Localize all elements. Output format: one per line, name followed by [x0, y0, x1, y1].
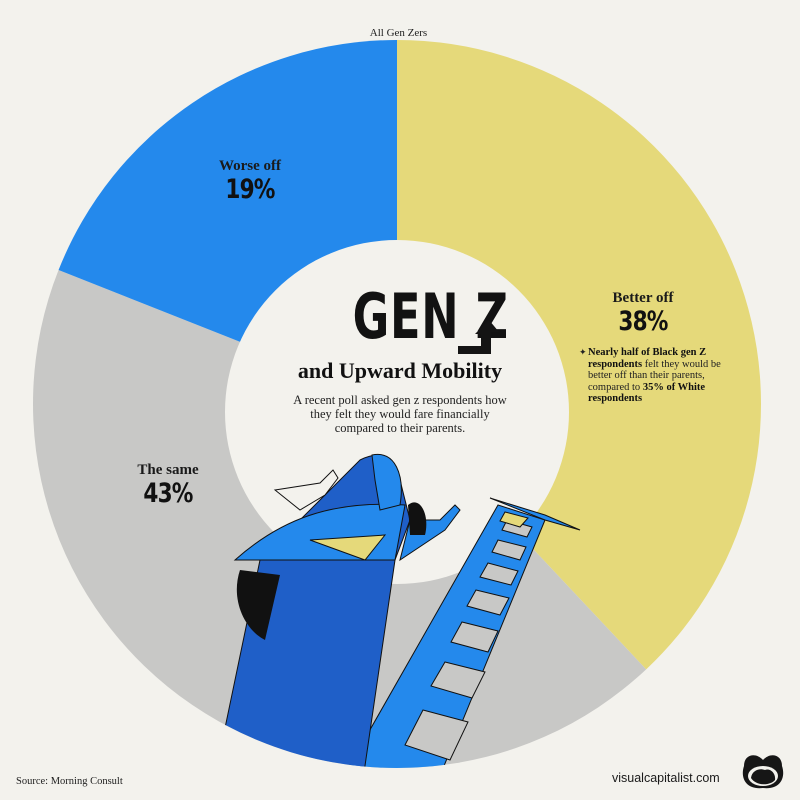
source-credit: Source: Morning Consult	[16, 776, 123, 787]
slice-label-worse-off: Worse off 19%	[190, 158, 310, 205]
chart-description: A recent poll asked gen z respondents ho…	[293, 393, 507, 435]
slice-better-off	[397, 40, 762, 670]
slice-name: Better off	[612, 290, 674, 306]
slice-percent: 19%	[225, 174, 275, 205]
page-subtitle: and Upward Mobility	[297, 358, 503, 383]
slice-name: The same	[137, 462, 199, 478]
visual-capitalist-logo-icon	[742, 755, 784, 789]
slice-percent: 43%	[143, 478, 193, 509]
annotation-note: ✦ Nearly half of Black gen Z respondents …	[579, 347, 721, 405]
slice-label-the-same: The same 43%	[108, 462, 228, 509]
group-label: All Gen Zers	[369, 27, 428, 39]
brand-link[interactable]: visualcapitalist.com	[612, 771, 720, 785]
up-right-arrow-icon	[458, 320, 499, 354]
slice-name: Worse off	[218, 158, 282, 174]
person-climbing-ladder-illustration	[209, 453, 581, 768]
slice-percent: 38%	[618, 306, 668, 337]
star-bullet-icon: ✦	[579, 347, 587, 357]
slice-label-better-off: Better off 38%	[583, 290, 703, 337]
